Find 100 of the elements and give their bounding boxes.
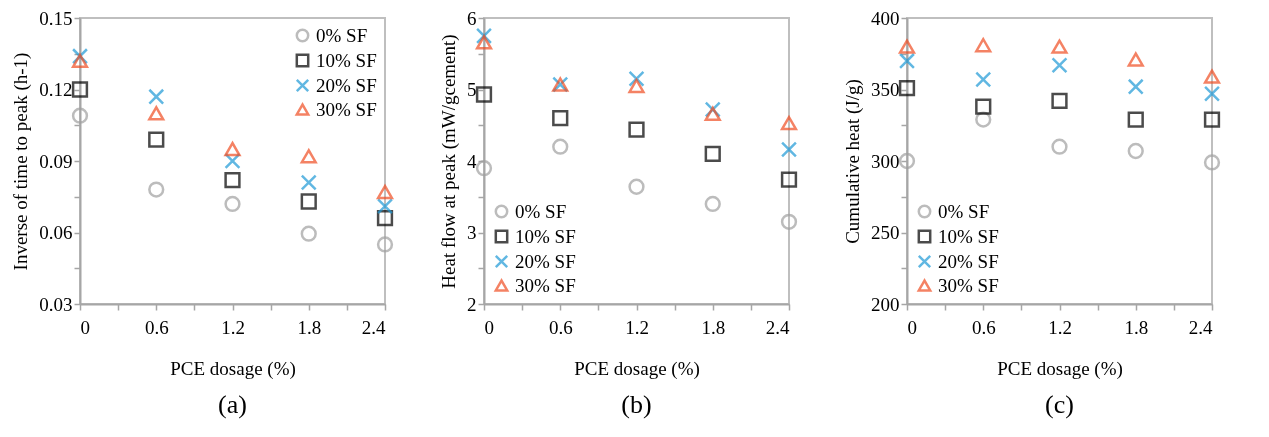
y-tick-label: 200 xyxy=(871,293,900,315)
legend-label: 10% SF xyxy=(515,225,576,247)
point xyxy=(71,81,89,98)
point xyxy=(1051,57,1068,74)
point xyxy=(300,225,317,242)
x-tick-label: 0.6 xyxy=(144,316,169,338)
y-tick-label: 6 xyxy=(467,7,477,29)
point xyxy=(1127,78,1144,95)
point xyxy=(300,174,317,191)
x-tick-label: 0.6 xyxy=(971,316,996,338)
x-tick-label: 2.4 xyxy=(765,316,790,338)
point xyxy=(975,98,992,115)
point xyxy=(1051,92,1068,110)
x-axis-title: PCE dosage (%) xyxy=(574,357,700,380)
y-axis-title: Inverse of time to peak (h-1) xyxy=(10,52,33,271)
y-tick-label: 0.03 xyxy=(39,293,73,315)
point xyxy=(1203,154,1221,171)
point xyxy=(300,149,317,164)
x-tick-label: 2.4 xyxy=(1188,316,1213,338)
point xyxy=(475,160,493,177)
y-tick-label: 4 xyxy=(467,150,477,172)
legend-label: 30% SF xyxy=(316,98,377,120)
y-tick-label: 400 xyxy=(871,7,900,29)
x-tick-label: 1.8 xyxy=(701,316,726,338)
point xyxy=(1127,142,1144,160)
point xyxy=(898,79,916,97)
point xyxy=(71,53,89,69)
legend-label: 0% SF xyxy=(316,24,368,46)
legend-label: 20% SF xyxy=(515,250,576,272)
point xyxy=(780,213,798,230)
y-tick-label: 0.15 xyxy=(39,7,73,29)
point xyxy=(1127,52,1144,67)
legend-label: 10% SF xyxy=(316,49,377,71)
y-tick-label: 350 xyxy=(871,79,900,100)
point xyxy=(552,109,569,127)
point xyxy=(628,178,645,195)
point xyxy=(898,52,916,70)
point xyxy=(376,236,394,253)
text: (c) xyxy=(1045,390,1074,419)
y-tick-label: 5 xyxy=(467,79,477,100)
x-tick-label: 1.2 xyxy=(1048,316,1072,338)
point xyxy=(975,37,992,53)
y-tick-label: 2 xyxy=(467,293,477,315)
legend-label: 10% SF xyxy=(938,225,999,247)
point xyxy=(475,86,493,103)
point xyxy=(224,171,241,189)
legend-label: 30% SF xyxy=(515,274,576,296)
point xyxy=(1203,85,1221,102)
y-axis-title: Heat flow at peak (mW/gcement) xyxy=(438,34,460,289)
y-tick-label: 0.12 xyxy=(39,79,73,100)
point xyxy=(780,141,798,158)
point xyxy=(376,198,394,215)
point xyxy=(1203,111,1221,128)
point xyxy=(552,138,569,155)
point xyxy=(898,152,916,170)
point xyxy=(148,131,165,148)
x-axis-title: PCE dosage (%) xyxy=(997,357,1123,380)
point xyxy=(780,171,798,188)
x-axis-title: PCE dosage (%) xyxy=(170,357,296,380)
point xyxy=(975,71,992,88)
legend-label: 0% SF xyxy=(938,200,990,222)
point xyxy=(376,184,394,200)
legend-label: 0% SF xyxy=(515,200,567,222)
y-tick-label: 250 xyxy=(871,222,900,243)
point xyxy=(71,107,89,124)
legend-label: 20% SF xyxy=(316,74,377,96)
point xyxy=(704,145,721,162)
point xyxy=(148,106,165,121)
x-tick-label: 0 xyxy=(907,316,917,338)
x-tick-label: 2.4 xyxy=(361,316,386,338)
point xyxy=(475,35,493,50)
y-axis-title: Cumulative heat (J/g) xyxy=(842,79,864,244)
point xyxy=(148,88,165,105)
y-tick-label: 300 xyxy=(871,150,900,172)
point xyxy=(300,193,317,210)
point xyxy=(898,39,916,54)
point xyxy=(1127,111,1144,128)
y-tick-label: 0.06 xyxy=(39,222,73,243)
x-tick-label: 1.8 xyxy=(1124,316,1149,338)
point xyxy=(628,78,645,94)
x-tick-label: 1.8 xyxy=(297,316,322,338)
point xyxy=(704,195,721,213)
x-tick-label: 0 xyxy=(80,316,90,338)
x-tick-label: 0 xyxy=(484,316,494,338)
text: (b) xyxy=(621,390,652,419)
point xyxy=(1051,39,1068,54)
point xyxy=(1051,138,1068,155)
y-tick-label: 0.09 xyxy=(39,150,73,172)
point xyxy=(148,181,165,198)
x-tick-label: 0.6 xyxy=(548,316,573,338)
x-tick-label: 1.2 xyxy=(625,316,649,338)
point xyxy=(704,106,721,122)
y-tick-label: 3 xyxy=(467,222,477,243)
point xyxy=(628,121,645,138)
x-tick-label: 1.2 xyxy=(221,316,245,338)
point xyxy=(224,141,241,157)
text: (a) xyxy=(218,390,247,419)
point xyxy=(224,195,241,213)
legend-label: 30% SF xyxy=(938,274,999,296)
point xyxy=(780,115,798,131)
